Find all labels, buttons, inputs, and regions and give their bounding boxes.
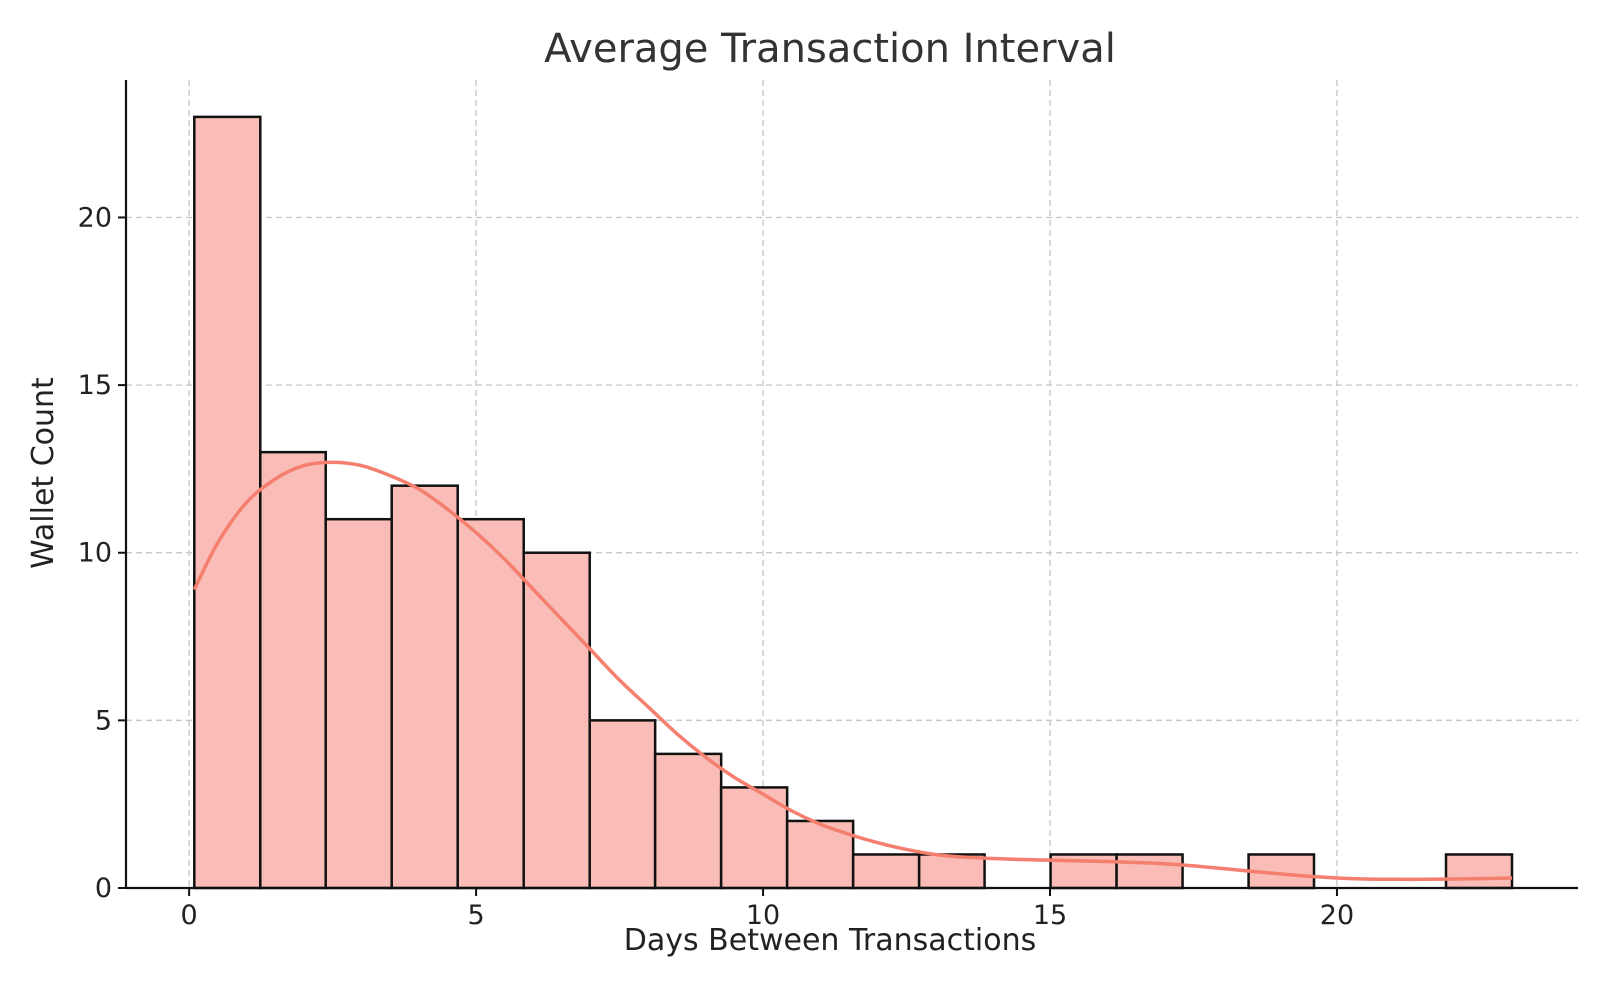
histogram-bar <box>390 484 459 890</box>
kde-curve <box>192 460 1513 882</box>
y-tick-label: 0 <box>95 873 112 904</box>
chart-title: Average Transaction Interval <box>544 26 1116 72</box>
bars-layer <box>193 115 1514 890</box>
y-tick-label: 5 <box>95 705 112 736</box>
histogram-bar <box>1444 853 1514 890</box>
histogram-bar <box>588 719 657 890</box>
kde-layer <box>192 460 1513 882</box>
histogram-bar <box>1115 853 1184 890</box>
x-axis-label: Days Between Transactions <box>624 923 1036 958</box>
y-tick-label: 10 <box>78 538 112 569</box>
x-tick-label: 5 <box>467 900 484 931</box>
histogram-bar <box>851 853 921 890</box>
y-tick-label: 15 <box>78 370 112 401</box>
y-tick-label: 20 <box>78 202 112 233</box>
x-tick-label: 20 <box>1320 900 1354 931</box>
y-axis-label: Wallet Count <box>26 377 61 569</box>
ticks-layer: 0 5 10 15 20 0 5 10 15 20 <box>78 202 1354 931</box>
histogram-bar <box>259 450 327 890</box>
x-tick-label: 10 <box>746 900 780 931</box>
histogram-bar <box>193 115 262 890</box>
histogram-bar <box>522 551 591 890</box>
histogram-bar <box>456 517 525 890</box>
histogram-bar <box>324 517 393 890</box>
x-tick-label: 0 <box>181 900 198 931</box>
x-tick-label: 15 <box>1033 900 1067 931</box>
histogram-bar <box>653 752 723 890</box>
